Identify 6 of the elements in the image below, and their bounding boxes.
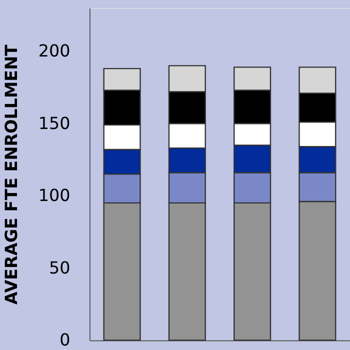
y-tick-label: 50: [49, 257, 70, 278]
y-axis-title: AVERAGE FTE ENROLLMENT: [0, 44, 21, 305]
y-tick-label: 0: [60, 330, 70, 350]
y-tick-label: 200: [38, 40, 70, 61]
y-tick-label: 100: [38, 185, 70, 206]
y-tick-label: 150: [38, 112, 70, 133]
